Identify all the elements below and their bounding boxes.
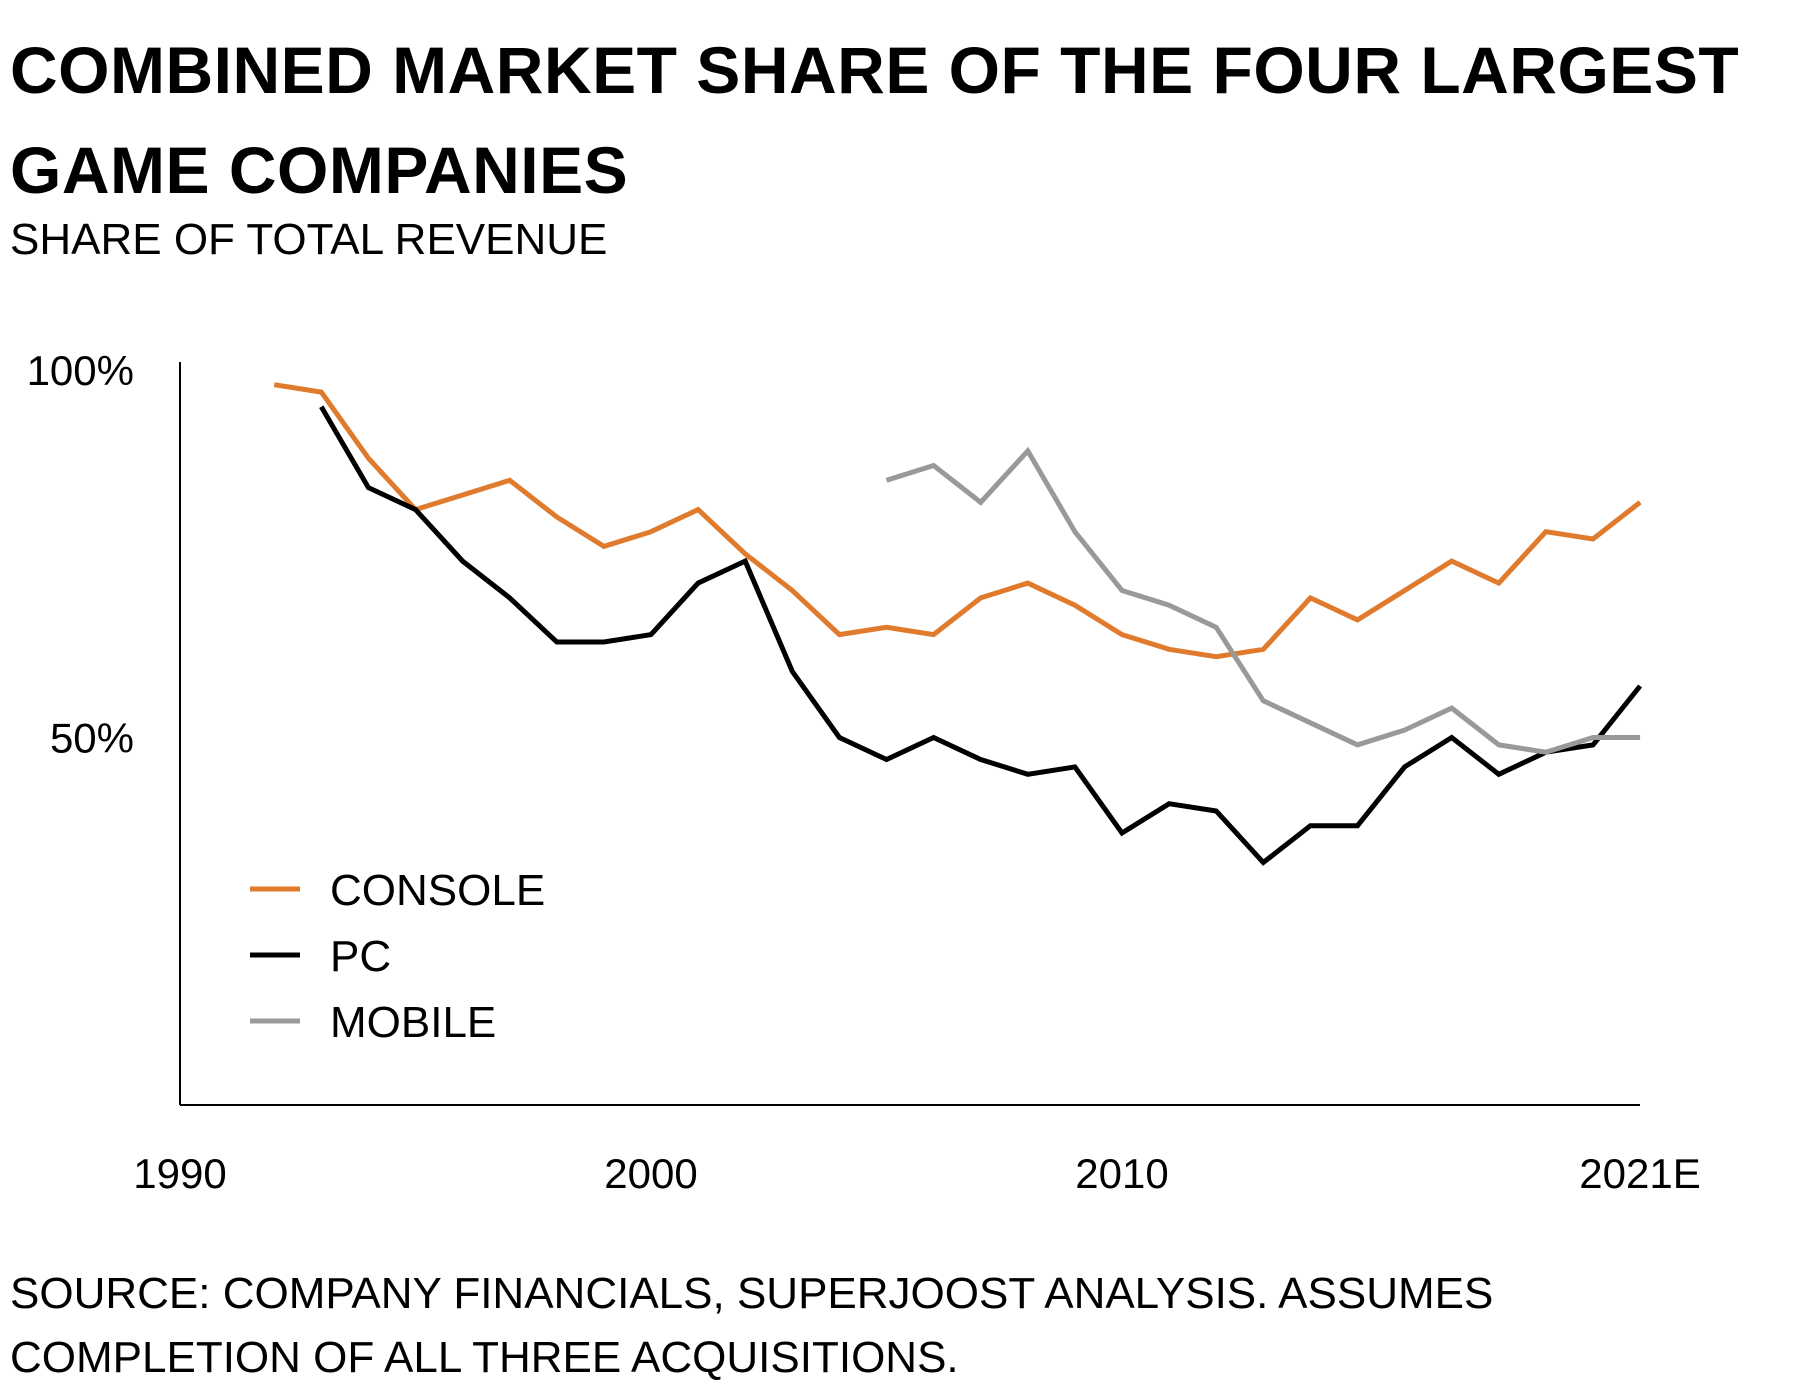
chart-subtitle: SHARE OF TOTAL REVENUE (10, 215, 608, 264)
x-tick-label: 2000 (604, 1150, 697, 1197)
legend-label-pc: PC (330, 932, 391, 981)
y-tick-label: 100% (27, 347, 134, 394)
series-line-pc (319, 405, 1643, 866)
legend: CONSOLE PC MOBILE (250, 866, 545, 1047)
y-tick-labels: 100% 50% (27, 347, 134, 762)
source-note: SOURCE: COMPANY FINANCIALS, SUPERJOOST A… (10, 1269, 1494, 1382)
chart-title: COMBINED MARKET SHARE OF THE FOUR LARGES… (10, 33, 1740, 207)
x-tick-label: 1990 (133, 1150, 226, 1197)
line-chart: 1990 2000 2010 2021E 100% 50% CONSOLE PC MOBIL… (27, 347, 1701, 1197)
legend-label-console: CONSOLE (330, 866, 545, 915)
x-tick-label: 2021E (1579, 1150, 1700, 1197)
x-tick-labels: 1990 2000 2010 2021E (133, 1150, 1700, 1197)
x-tick-label: 2010 (1075, 1150, 1168, 1197)
y-tick-label: 50% (50, 715, 134, 762)
series-layer (273, 382, 1643, 866)
series-line-mobile (885, 446, 1641, 755)
legend-label-mobile: MOBILE (330, 998, 496, 1047)
series-line-console (273, 382, 1642, 660)
